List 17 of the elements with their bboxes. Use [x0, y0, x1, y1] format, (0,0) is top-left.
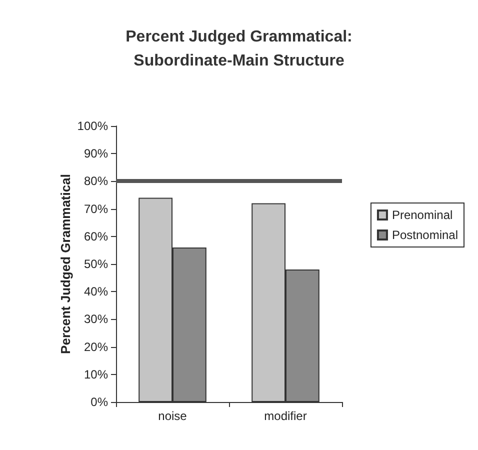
y-tick-label: 90%	[84, 146, 108, 161]
y-tick-label: 20%	[84, 340, 108, 354]
y-tick-label: 100%	[77, 119, 108, 133]
y-tick-label: 30%	[84, 312, 108, 326]
chart-title: Percent Judged Grammatical: Subordinate-Main Structure	[126, 28, 352, 70]
x-tick-label: noise	[158, 409, 188, 423]
y-tick-label: 60%	[84, 229, 108, 244]
y-tick-label: 80%	[84, 174, 108, 188]
y-tick-label: 0%	[90, 395, 108, 409]
y-tick-label: 10%	[84, 367, 108, 382]
y-axis-title: Percent Judged Grammatical	[58, 174, 73, 354]
legend-label: Postnominal	[392, 228, 458, 242]
x-tick-label: modifier	[264, 409, 307, 423]
y-tick-label: 70%	[84, 202, 108, 216]
y-tick-label: 50%	[84, 257, 108, 271]
legend-label: Prenominal	[392, 208, 453, 222]
y-tick-label: 40%	[84, 284, 108, 299]
